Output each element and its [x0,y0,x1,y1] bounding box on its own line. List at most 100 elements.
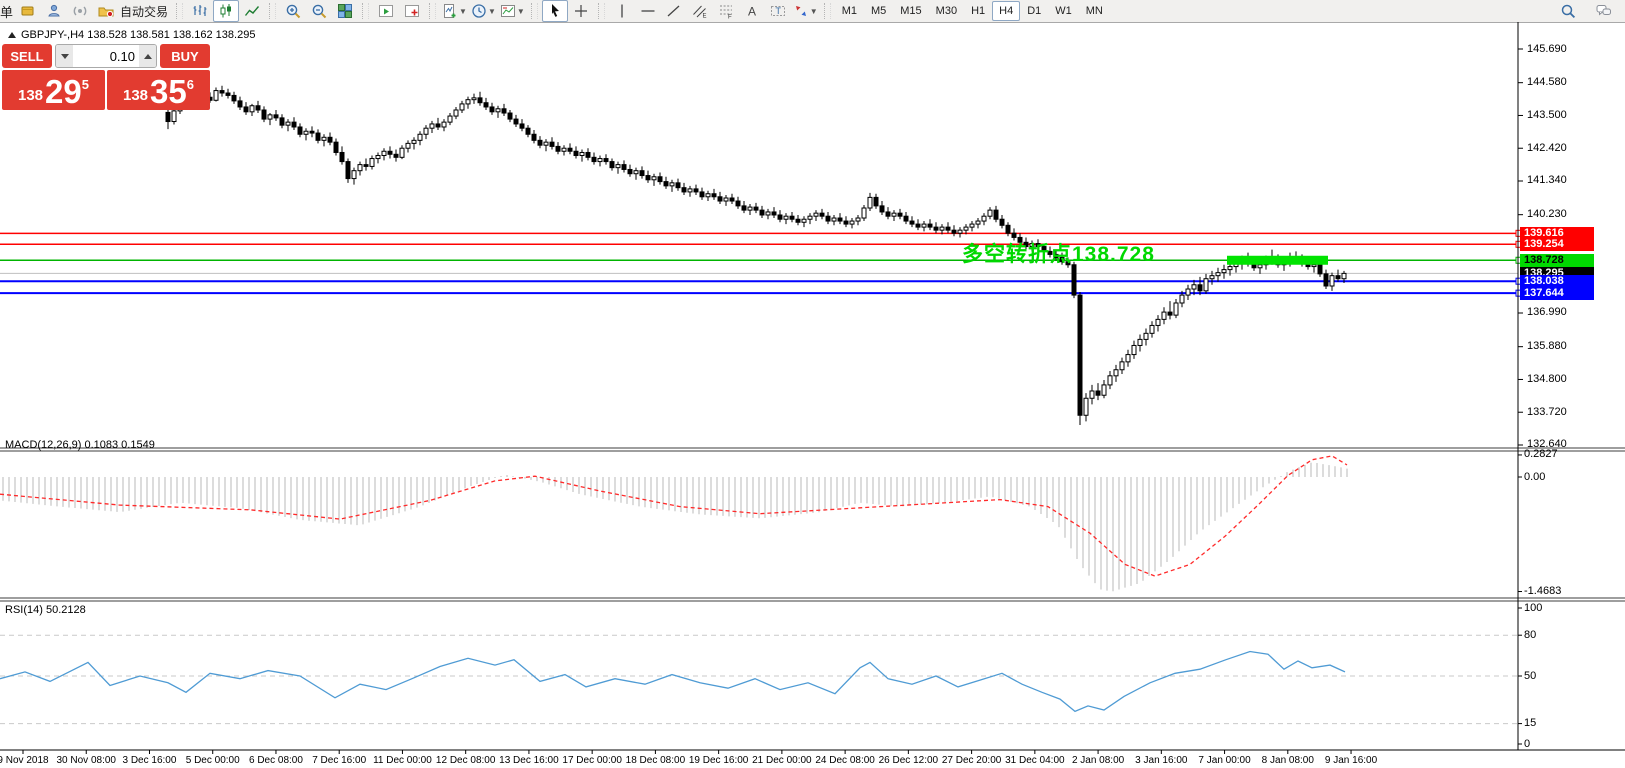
candle-body [1041,246,1047,252]
arrows-icon[interactable]: ▼ [791,0,820,22]
price-level-tag: 138.038 [1520,274,1594,288]
time-tick-label: 19 Dec 16:00 [688,755,749,766]
candle-body [717,196,723,202]
timeframe-mn[interactable]: MN [1085,5,1103,17]
candle-body [657,176,663,183]
indicators-icon[interactable]: ▼ [440,0,469,22]
price-tick-label: 135.880 [1527,340,1567,353]
toolbar-separator [597,3,605,19]
time-tick-label: 7 Dec 16:00 [312,755,367,766]
candle-body [213,90,219,101]
candle-body [249,105,255,113]
candle-body [993,209,999,220]
trendline-icon[interactable] [661,0,687,22]
channel-icon[interactable]: E [687,0,713,22]
volume-stepper [55,44,157,68]
zoom-in-icon[interactable] [280,0,306,22]
chat-icon[interactable] [1591,0,1617,22]
candle-body [945,226,951,231]
timeframe-m15[interactable]: M15 [900,5,922,17]
tile-windows-icon[interactable] [332,0,358,22]
chevron-down-icon[interactable]: ▼ [487,6,496,16]
timeframe-d1[interactable]: D1 [1027,5,1042,17]
chart-annotation-text[interactable]: 多空转折点138.728 [962,243,1155,266]
sell-price-display[interactable]: 138 29 5 [2,70,105,110]
candle-body [735,200,741,207]
candle-body [807,215,813,220]
candle-body [1005,224,1011,234]
bar-chart-icon[interactable] [187,0,213,22]
candle-body [525,127,531,135]
line-chart-icon[interactable] [239,0,265,22]
candle-body [765,211,771,216]
candle-body [171,110,177,123]
candle-body [711,193,717,198]
candle-body [447,115,453,123]
candle-body [879,205,885,213]
sell-button[interactable]: SELL [2,44,52,68]
crosshair-icon[interactable] [568,0,594,22]
new-chart-icon[interactable] [399,0,425,22]
periods-icon[interactable]: ▼ [469,0,498,22]
chevron-down-icon[interactable]: ▼ [516,6,525,16]
cursor-icon[interactable] [541,0,568,22]
timeframe-w1[interactable]: W1 [1055,5,1072,17]
text-label-icon[interactable]: T [765,0,791,22]
candle-body [291,121,297,128]
timeframe-m5[interactable]: M5 [870,5,887,17]
candle-body [567,147,573,152]
candle-body [1047,250,1053,255]
candle-body [501,108,507,114]
autotrade-label[interactable]: 自动交易 [120,4,169,19]
volume-input[interactable] [73,45,139,67]
order-book-icon[interactable] [15,0,41,22]
candle-body [483,102,489,108]
candle-body [813,212,819,217]
candle-body [933,226,939,231]
chart-shift-icon[interactable] [373,0,399,22]
search-icon[interactable] [1555,0,1581,22]
candle-body [309,130,315,134]
templates-icon[interactable]: ▼ [498,0,527,22]
candle-body [1323,273,1329,287]
candle-body [477,97,483,104]
chevron-down-icon [60,53,69,59]
time-tick-label: 9 Jan 16:00 [1324,755,1378,766]
candle-body [1167,311,1173,316]
buy-button[interactable]: BUY [160,44,210,68]
vertical-line-icon[interactable] [609,0,635,22]
volume-increase-button[interactable] [139,45,156,67]
collapse-panel-icon[interactable] [8,32,16,38]
pivot-highlight-bar[interactable] [1227,255,1328,265]
chevron-down-icon[interactable]: ▼ [459,6,467,16]
timeframe-h1[interactable]: H1 [971,5,986,17]
price-tick-label: 132.640 [1527,438,1567,451]
candle-body [1095,390,1101,396]
volume-decrease-button[interactable] [56,45,73,67]
fibonacci-icon[interactable]: F [713,0,739,22]
rsi-line [0,650,1346,713]
rsi-tick-label: 50 [1524,669,1537,682]
timeframe-m30[interactable]: M30 [935,5,958,17]
candle-body [363,164,369,167]
candlestick-chart-icon[interactable] [213,0,240,22]
candle-body [1341,272,1347,280]
timeframe-h4[interactable]: H4 [992,1,1021,21]
candle-body [513,118,519,125]
autotrade-icon[interactable] [93,0,119,22]
time-tick-label: 31 Dec 04:00 [1005,755,1065,766]
price-tick-label: 145.690 [1527,42,1567,55]
chevron-down-icon[interactable]: ▼ [809,6,818,16]
signal-icon[interactable] [67,0,93,22]
timeframe-m1[interactable]: M1 [841,5,857,17]
macd-tick-label: 0.00 [1524,470,1546,483]
time-tick-label: 2 Jan 08:00 [1071,755,1125,766]
zoom-out-icon[interactable] [306,0,332,22]
profile-icon[interactable] [41,0,67,22]
buy-price-display[interactable]: 138 35 6 [107,70,210,110]
text-icon[interactable]: A [739,0,765,22]
horizontal-line-icon[interactable] [635,0,661,22]
candle-body [957,229,963,234]
clipped-new-order-button[interactable]: 单 [0,4,13,20]
